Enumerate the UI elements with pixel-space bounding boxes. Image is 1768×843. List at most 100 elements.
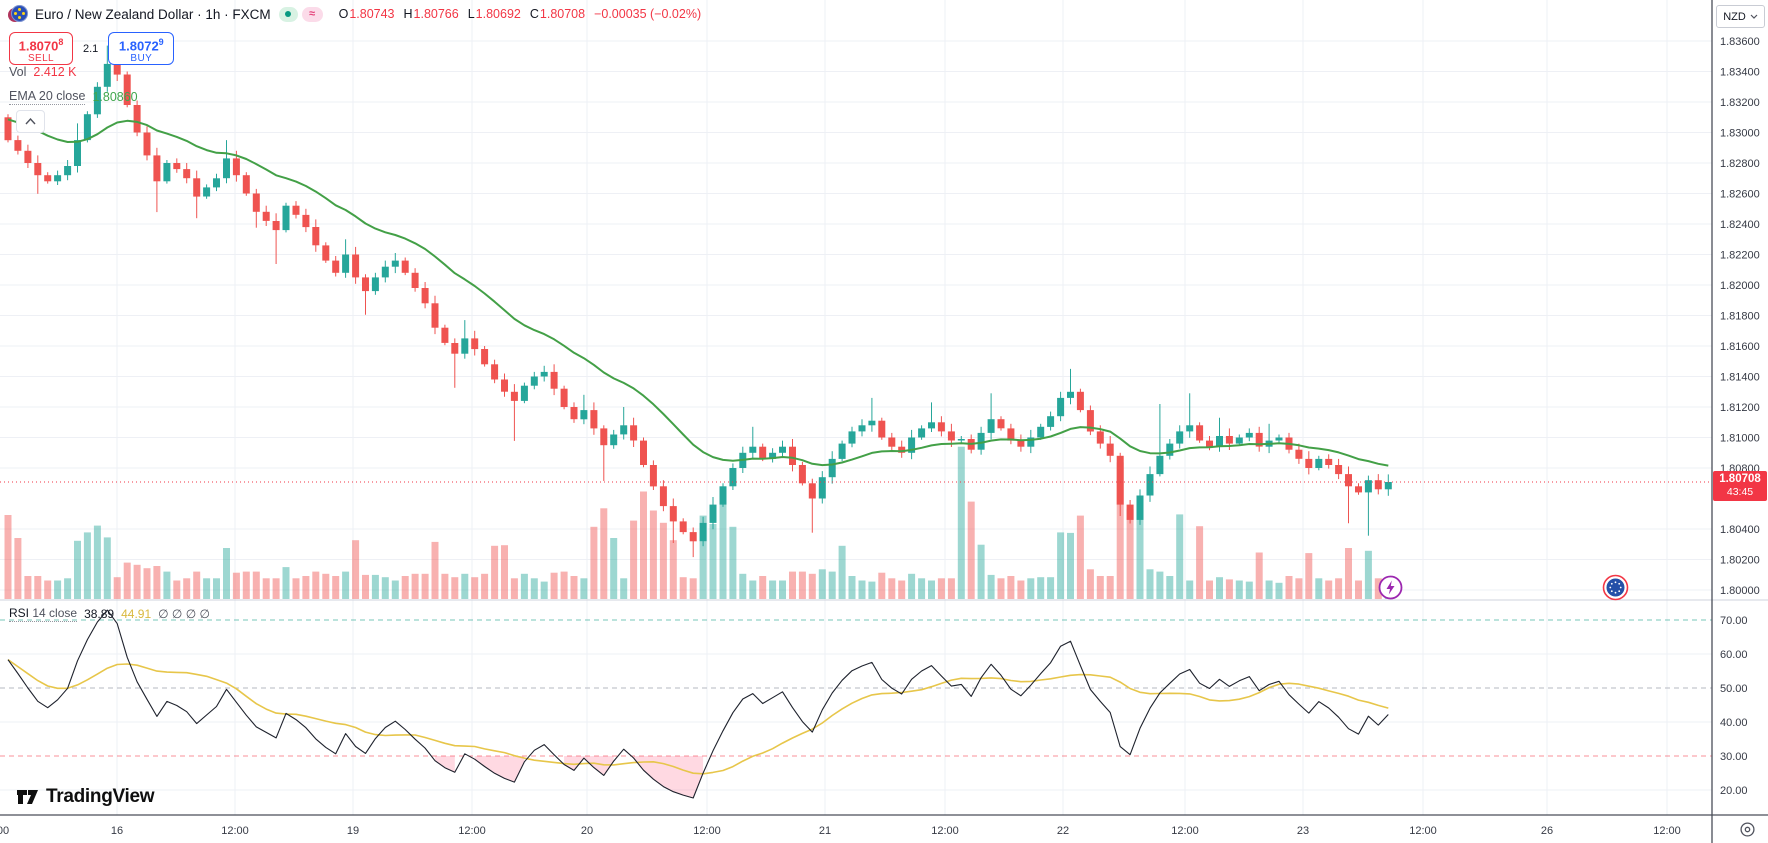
market-open-icon[interactable] <box>278 6 298 22</box>
time-tick-label: 12:00 <box>221 825 249 837</box>
price-tick-label: 1.82600 <box>1720 189 1760 201</box>
ohlc-low-value: 1.80692 <box>475 7 521 21</box>
ohlc-open-value: 1.80743 <box>349 7 395 21</box>
time-tick-label: 12:00 <box>458 825 486 837</box>
rsi-tick-label: 60.00 <box>1720 649 1748 661</box>
buy-label: BUY <box>130 53 153 65</box>
rsi-legend-label: RSI 14 close <box>9 606 78 622</box>
time-tick-label: 22 <box>1057 825 1069 837</box>
price-tick-label: 1.82200 <box>1720 250 1760 262</box>
rsi-ma-legend-value: 44.91 <box>121 607 152 621</box>
rsi-legend[interactable]: RSI 14 close 38.89 44.91 ∅ ∅ ∅ ∅ <box>9 606 210 622</box>
time-tick-label: 26 <box>1541 825 1553 837</box>
ohlc-low-label: L <box>467 7 475 21</box>
chevron-up-icon <box>25 118 36 125</box>
collapse-legend-button[interactable] <box>16 110 45 133</box>
symbol-title[interactable]: Euro / New Zealand Dollar · 1h · FXCM <box>35 6 271 22</box>
ohlc-high-label: H <box>403 7 413 21</box>
time-tick-label: 12:00 <box>693 825 721 837</box>
eu-flag-event-icon[interactable] <box>1602 574 1629 601</box>
ema-legend-value: 1.80860 <box>92 90 138 104</box>
axis-settings-icon[interactable] <box>1739 821 1756 843</box>
sell-button[interactable]: 1.80708 SELL <box>9 32 73 65</box>
volume-bars <box>4 446 1392 599</box>
tradingview-logo[interactable]: TradingView <box>16 785 155 808</box>
sell-label: SELL <box>27 53 55 65</box>
time-tick-label: 19 <box>347 825 359 837</box>
price-tick-label: 1.80000 <box>1720 585 1760 597</box>
eu-flag-icon <box>11 4 28 22</box>
buy-button[interactable]: 1.80729 BUY <box>108 32 175 65</box>
ohlc-readout: O 1.80743 H 1.80766 L 1.80692 C 1.80708 −0.0… <box>339 7 702 21</box>
time-tick-label: 21 <box>819 825 831 837</box>
rsi-tick-label: 50.00 <box>1720 683 1748 695</box>
rsi-series <box>7 609 1389 799</box>
symbol-pair-logo-icon[interactable] <box>8 4 28 24</box>
ema-legend[interactable]: EMA 20 close 1.80860 <box>9 89 138 105</box>
time-tick-label: 23 <box>1297 825 1309 837</box>
price-tick-label: 1.81200 <box>1720 402 1760 414</box>
time-tick-label: 12:00 <box>1171 825 1199 837</box>
price-tick-label: 1.82400 <box>1720 219 1760 231</box>
price-axis[interactable] <box>1712 0 1768 815</box>
currency-axis-dropdown[interactable]: NZD <box>1716 5 1765 28</box>
delayed-data-icon[interactable]: ≈ <box>301 6 323 22</box>
ohlc-high-value: 1.80766 <box>413 7 459 21</box>
current-price-value: 1.80708 <box>1719 473 1761 485</box>
price-tick-label: 1.81000 <box>1720 433 1760 445</box>
price-tick-label: 1.81600 <box>1720 341 1760 353</box>
time-tick-label: 12:00 <box>1409 825 1437 837</box>
buy-price: 1.80729 <box>118 37 164 54</box>
ohlc-close-value: 1.80708 <box>539 7 586 21</box>
price-tick-label: 1.83000 <box>1720 128 1760 140</box>
tradingview-mark-icon <box>17 790 38 804</box>
trade-panel: 1.80708 SELL 2.1 1.80729 BUY <box>9 32 175 65</box>
rsi-tick-label: 30.00 <box>1720 751 1748 763</box>
candlestick-series <box>4 45 1392 558</box>
tradingview-logo-text: TradingView <box>46 785 155 807</box>
rsi-legend-value: 38.89 <box>84 607 115 621</box>
sell-price: 1.80708 <box>18 37 64 54</box>
price-tick-label: 1.83200 <box>1720 97 1760 109</box>
rsi-tick-label: 70.00 <box>1720 615 1748 627</box>
lightning-event-icon[interactable] <box>1377 574 1404 601</box>
spread-value: 2.1 <box>83 42 99 55</box>
symbol-header: Euro / New Zealand Dollar · 1h · FXCM ≈ … <box>8 4 701 24</box>
volume-legend[interactable]: Vol 2.412 K <box>9 65 76 79</box>
volume-legend-label: Vol <box>9 65 27 79</box>
price-tick-label: 1.82000 <box>1720 280 1760 292</box>
price-tick-label: 1.80400 <box>1720 524 1760 536</box>
time-tick-label: 16 <box>111 825 123 837</box>
ohlc-close-label: C <box>529 7 539 21</box>
current-price-label: 1.80708 43:45 <box>1713 471 1767 501</box>
price-tick-label: 1.81400 <box>1720 372 1760 384</box>
grid-lines <box>0 0 1712 815</box>
ema-legend-label: EMA 20 close <box>9 89 86 105</box>
price-tick-label: 1.83400 <box>1720 67 1760 79</box>
volume-legend-value: 2.412 K <box>33 65 77 79</box>
time-axis[interactable] <box>0 815 1712 843</box>
time-tick-label: 12:00 <box>1653 825 1681 837</box>
price-tick-label: 1.81800 <box>1720 311 1760 323</box>
price-tick-label: 1.80200 <box>1720 555 1760 567</box>
price-tick-label: 1.83600 <box>1720 36 1760 48</box>
time-tick-label: 12:00 <box>931 825 959 837</box>
market-open-dot-icon <box>285 11 292 17</box>
time-tick-label: 20 <box>581 825 593 837</box>
rsi-tick-label: 20.00 <box>1720 785 1748 797</box>
rsi-empty-values: ∅ ∅ ∅ ∅ <box>158 607 210 621</box>
rsi-tick-label: 40.00 <box>1720 717 1748 729</box>
sell-price-sup: 8 <box>58 37 64 47</box>
chevron-down-icon <box>1750 14 1758 19</box>
level-lines <box>0 481 1712 757</box>
ohlc-change-value: −0.00035 (−0.02%) <box>594 7 702 21</box>
bar-countdown: 43:45 <box>1726 486 1754 498</box>
currency-label: NZD <box>1723 10 1746 23</box>
buy-price-sup: 9 <box>158 37 164 47</box>
ohlc-open-label: O <box>338 7 349 21</box>
time-tick-label: 00 <box>0 825 9 837</box>
price-tick-label: 1.82800 <box>1720 158 1760 170</box>
